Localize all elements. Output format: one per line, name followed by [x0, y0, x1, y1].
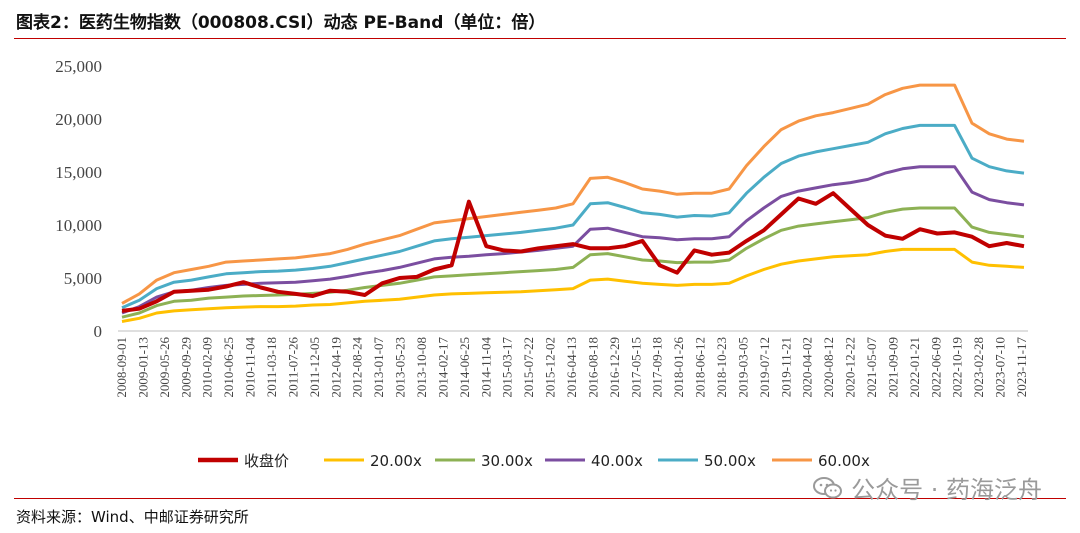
- x-tick-label: 2020-12-22: [843, 337, 858, 398]
- x-tick-label: 2020-04-02: [800, 337, 815, 398]
- x-tick-label: 2013-05-23: [393, 337, 408, 398]
- x-tick-label: 2014-11-04: [478, 337, 493, 398]
- x-tick-label: 2013-10-08: [414, 337, 429, 398]
- x-tick-label: 2011-03-18: [264, 337, 279, 397]
- x-tick-label: 2023-11-17: [1014, 337, 1029, 398]
- x-tick-label: 2019-11-21: [778, 337, 793, 397]
- x-tick-label: 2009-05-26: [157, 337, 172, 398]
- x-tick-label: 2019-07-12: [757, 337, 772, 398]
- x-tick-label: 2018-10-23: [714, 337, 729, 398]
- source-note: 资料来源：Wind、中邮证券研究所: [16, 508, 249, 526]
- x-tick-label: 2021-09-09: [885, 337, 900, 398]
- watermark: 公众号 · 药海泛舟: [813, 470, 1042, 505]
- y-tick-label: 0: [94, 322, 103, 341]
- x-tick-label: 2010-11-04: [243, 337, 258, 398]
- x-tick-label: 2014-06-25: [457, 337, 472, 398]
- x-tick-label: 2023-02-28: [971, 337, 986, 398]
- x-tick-label: 2009-09-29: [178, 337, 193, 398]
- watermark-text: 公众号 · 药海泛舟: [851, 476, 1042, 504]
- legend-label: 40.00x: [591, 452, 643, 470]
- y-tick-label: 25,000: [55, 57, 102, 76]
- x-tick-label: 2023-07-10: [993, 337, 1008, 398]
- x-tick-label: 2017-05-15: [628, 337, 643, 398]
- x-tick-label: 2009-01-13: [135, 337, 150, 398]
- chart-title: 图表2：医药生物指数（000808.CSI）动态 PE-Band（单位：倍）: [16, 13, 546, 33]
- legend-label: 50.00x: [704, 452, 756, 470]
- legend-label: 收盘价: [244, 452, 289, 470]
- x-tick-label: 2013-01-07: [371, 337, 386, 398]
- x-tick-label: 2019-03-05: [735, 337, 750, 398]
- wechat-icon: [813, 476, 843, 498]
- x-tick-label: 2018-01-26: [671, 337, 686, 398]
- x-tick-label: 2016-12-29: [607, 337, 622, 398]
- pe-band-chart: 0 5,000 10,000 15,000 20,000 25,000 2008-09-01…: [55, 57, 1029, 470]
- x-tick-label: 2015-07-22: [521, 337, 536, 398]
- y-tick-label: 15,000: [55, 163, 102, 182]
- x-tick-label: 2018-06-12: [693, 337, 708, 398]
- x-tick-label: 2022-06-09: [928, 337, 943, 398]
- x-tick-label: 2016-04-13: [564, 337, 579, 398]
- y-tick-label: 10,000: [55, 216, 102, 235]
- x-tick-label: 2016-08-18: [585, 337, 600, 398]
- legend-label: 60.00x: [818, 452, 870, 470]
- series-line-close: [121, 191, 1025, 313]
- x-tick-label: 2011-07-26: [285, 337, 300, 398]
- series-line-60-00x: [121, 83, 1025, 305]
- x-tick-label: 2012-04-19: [328, 337, 343, 398]
- x-tick-label: 2008-09-01: [114, 337, 129, 398]
- x-tick-label: 2017-09-18: [650, 337, 665, 398]
- x-tick-label: 2022-01-21: [907, 337, 922, 398]
- series-line-40-00x: [121, 165, 1025, 315]
- series-line-20-00x: [121, 247, 1025, 323]
- legend-label: 30.00x: [481, 452, 533, 470]
- title-divider: [14, 38, 1066, 39]
- x-tick-label: 2012-08-24: [350, 337, 365, 398]
- x-tick-label: 2015-12-02: [543, 337, 558, 398]
- x-tick-label: 2022-10-19: [950, 337, 965, 398]
- x-tick-label: 2020-08-12: [821, 337, 836, 398]
- x-tick-label: 2021-05-07: [864, 337, 879, 398]
- y-tick-label: 5,000: [64, 269, 102, 288]
- series-line-50-00x: [121, 123, 1025, 310]
- x-tick-label: 2015-03-17: [500, 337, 515, 398]
- legend-label: 20.00x: [370, 452, 422, 470]
- footer-divider: [14, 498, 1066, 499]
- x-tick-label: 2010-02-09: [200, 337, 215, 398]
- series-line-30-00x: [121, 206, 1025, 319]
- x-tick-label: 2014-02-17: [435, 337, 450, 398]
- y-tick-label: 20,000: [55, 110, 102, 129]
- x-tick-label: 2011-12-05: [307, 337, 322, 397]
- x-tick-label: 2010-06-25: [221, 337, 236, 398]
